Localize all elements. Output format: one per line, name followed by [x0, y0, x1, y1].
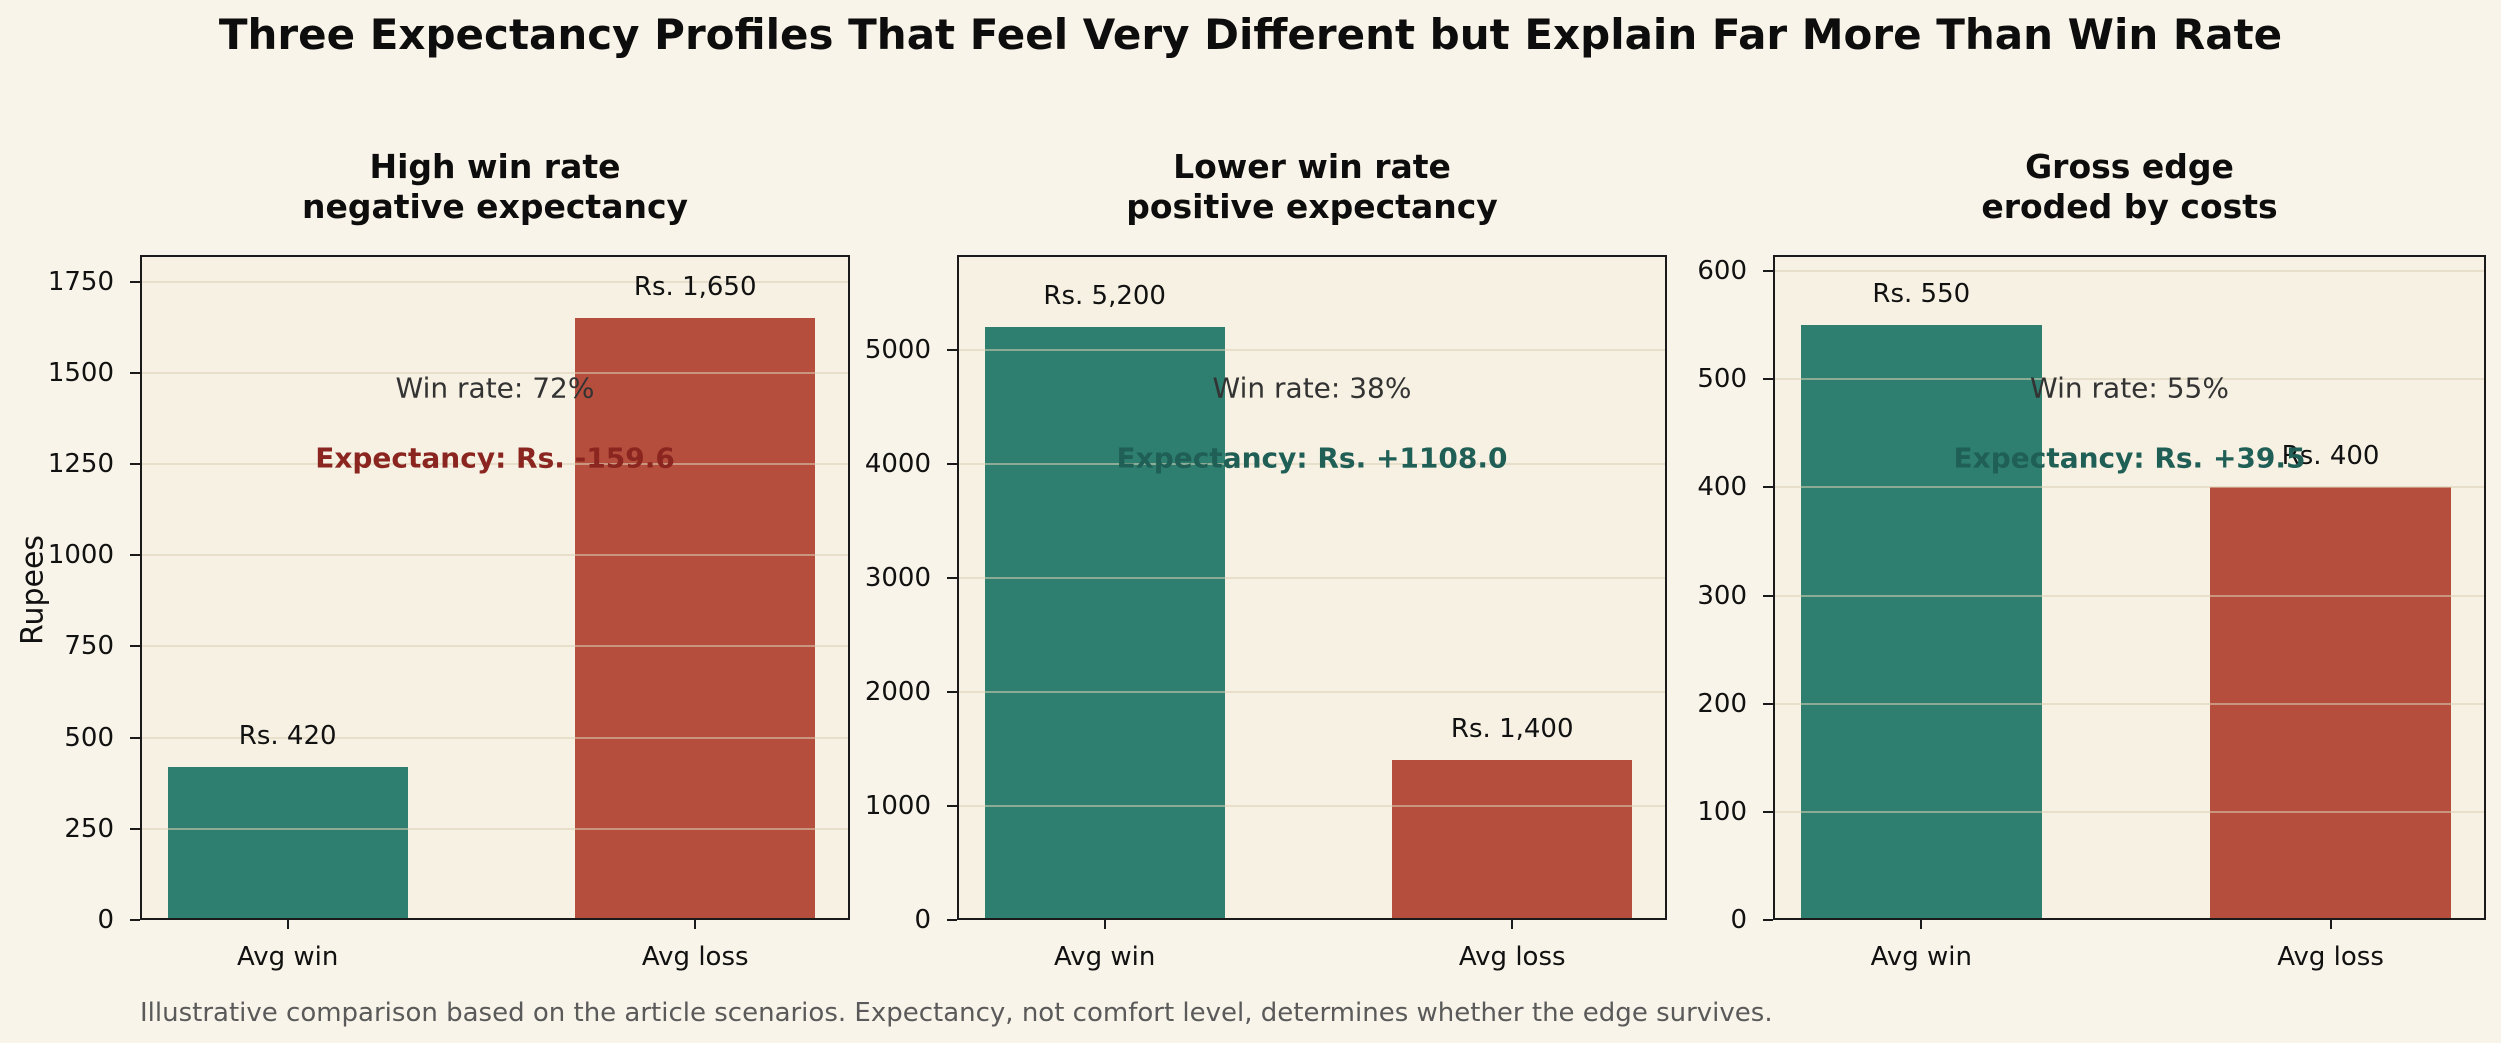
y-tick-mark [947, 462, 957, 465]
y-tick-mark [1763, 378, 1773, 381]
y-tick-mark [1763, 594, 1773, 597]
y-tick-mark [947, 690, 957, 693]
bar-value-label: Rs. 5,200 [1043, 281, 1166, 312]
gridline [1773, 270, 2486, 273]
y-tick-label: 3000 [864, 562, 931, 593]
y-tick-mark [130, 736, 140, 739]
gridline [1773, 594, 2486, 597]
y-tick-label: 4000 [864, 448, 931, 479]
y-tick-mark [130, 280, 140, 283]
gridline [140, 463, 850, 466]
y-tick-mark [947, 348, 957, 351]
y-tick-mark [947, 576, 957, 579]
y-tick-mark [947, 919, 957, 921]
gridline [140, 280, 850, 283]
subplot-title: Gross edge eroded by costs [1981, 147, 2278, 226]
expectancy-annotation: Expectancy: Rs. +1108.0 [1116, 441, 1508, 475]
y-tick-label: 250 [64, 813, 114, 844]
y-tick-mark [1763, 486, 1773, 489]
y-tick-label: 2000 [864, 676, 931, 707]
x-tick-mark [1920, 920, 1923, 929]
bar-avg-loss [1392, 760, 1633, 920]
gridline [1773, 486, 2486, 489]
gridline [957, 576, 1667, 579]
y-tick-label: 400 [1697, 472, 1747, 503]
gridline [1773, 378, 2486, 381]
subplot-title: Lower win rate positive expectancy [1126, 147, 1498, 226]
x-tick-label: Avg win [1870, 942, 1972, 972]
y-tick-label: 750 [64, 631, 114, 662]
x-tick-mark [286, 920, 289, 929]
y-tick-label: 0 [97, 905, 114, 935]
gridline [140, 827, 850, 830]
y-tick-label: 300 [1697, 580, 1747, 611]
x-tick-mark [1511, 920, 1514, 929]
figure-caption: Illustrative comparison based on the art… [140, 998, 1773, 1028]
gridline [140, 645, 850, 648]
x-tick-label: Avg loss [1458, 942, 1566, 972]
gridline [957, 462, 1667, 465]
gridline [957, 804, 1667, 807]
y-tick-mark [130, 827, 140, 830]
chart-panel-1: High win rate negative expectancy Rs. 420… [48, 147, 850, 972]
gridline [140, 371, 850, 374]
gridline [140, 736, 850, 739]
y-tick-mark [130, 919, 140, 921]
bar-value-label: Rs. 1,650 [633, 272, 757, 303]
gridline [1773, 702, 2486, 705]
x-tick-mark [1103, 920, 1106, 929]
gridline [140, 554, 850, 557]
bar-value-label: Rs. 1,400 [1450, 714, 1574, 745]
figure-title: Three Expectancy Profiles That Feel Very… [218, 10, 2283, 59]
bar-avg-win [1800, 325, 2042, 920]
subplot-title: High win rate negative expectancy [301, 147, 689, 226]
gridline [957, 690, 1667, 693]
y-tick-mark [947, 804, 957, 807]
expectancy-annotation: Expectancy: Rs. +39.5 [1953, 441, 2306, 475]
y-tick-label: 200 [1697, 688, 1747, 719]
bar-avg-loss [575, 318, 816, 920]
x-tick-label: Avg loss [2277, 942, 2384, 972]
y-tick-mark [130, 554, 140, 557]
bar-value-label: Rs. 400 [2281, 441, 2380, 472]
chart-panel-3: Gross edge eroded by costs Rs. 550 Avg win… [1697, 147, 2486, 972]
y-tick-mark [130, 463, 140, 466]
y-tick-label: 0 [1730, 905, 1747, 935]
x-tick-label: Avg win [1053, 942, 1156, 972]
chart-panel-2: Lower win rate positive expectancy Rs. 5,… [865, 147, 1667, 972]
bar-value-label: Rs. 550 [1872, 279, 1971, 310]
win-rate-annotation: Win rate: 72% [395, 371, 595, 405]
y-tick-mark [1763, 919, 1773, 921]
win-rate-annotation: Win rate: 38% [1212, 371, 1412, 405]
y-tick-mark [130, 371, 140, 374]
y-tick-mark [130, 645, 140, 648]
x-tick-mark [2329, 920, 2332, 929]
y-tick-label: 500 [64, 722, 114, 753]
y-tick-label: 0 [914, 905, 931, 935]
x-tick-mark [694, 920, 697, 929]
x-tick-label: Avg win [236, 942, 339, 972]
bar-avg-win [984, 327, 1225, 920]
y-tick-label: 600 [1697, 256, 1747, 287]
win-rate-annotation: Win rate: 55% [2030, 371, 2229, 405]
y-tick-label: 1000 [864, 790, 931, 821]
y-tick-label: 500 [1697, 364, 1747, 395]
y-tick-mark [1763, 810, 1773, 813]
expectancy-annotation: Expectancy: Rs. -159.6 [315, 441, 675, 475]
y-tick-label: 1500 [47, 357, 114, 388]
y-tick-mark [1763, 270, 1773, 273]
y-tick-label: 100 [1697, 796, 1747, 827]
x-tick-label: Avg loss [641, 942, 749, 972]
bar-value-label: Rs. 420 [238, 720, 337, 751]
y-tick-label: 5000 [864, 334, 931, 365]
bar-avg-win [167, 766, 408, 920]
y-tick-label: 1750 [47, 266, 114, 297]
y-tick-label: 1000 [47, 540, 114, 571]
y-tick-label: 1250 [47, 449, 114, 480]
gridline [1773, 810, 2486, 813]
y-tick-mark [1763, 702, 1773, 705]
gridline [957, 348, 1667, 351]
